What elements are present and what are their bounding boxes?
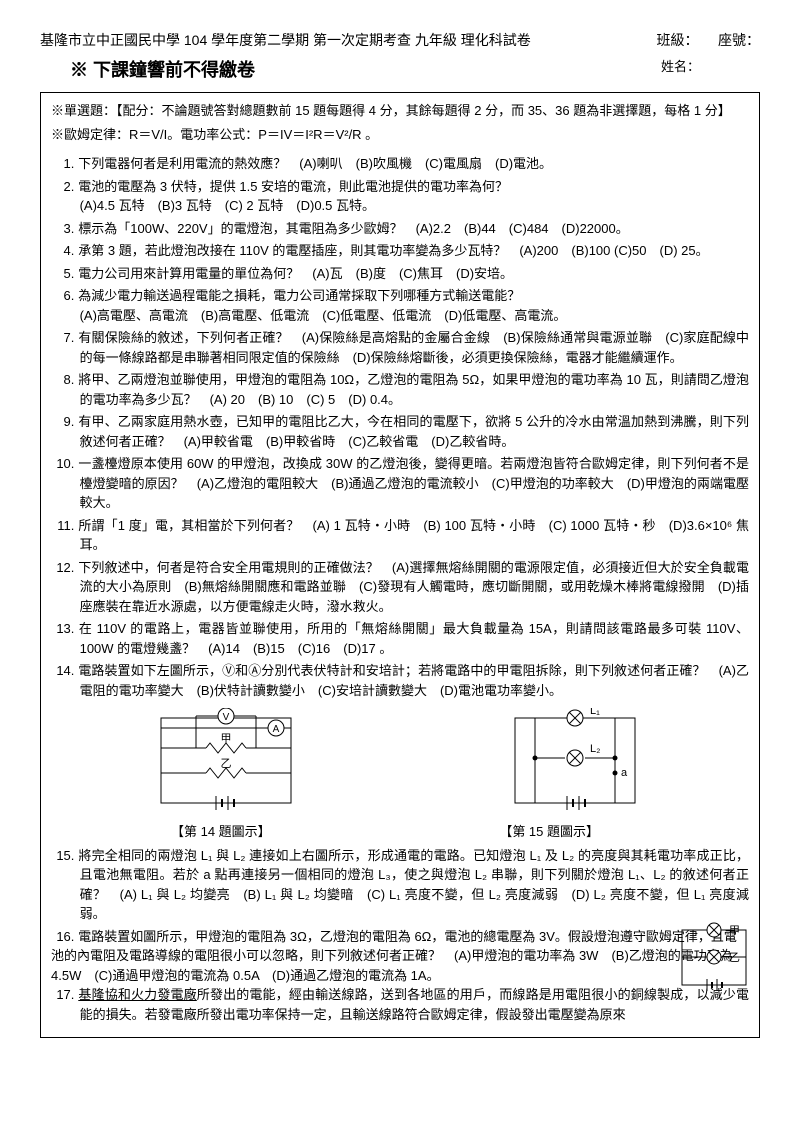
- question-item: 14.電路裝置如下左圖所示，Ⓥ和Ⓐ分別代表伏特計和安培計；若將電路中的甲電阻拆除…: [51, 661, 749, 700]
- question-item: 5.電力公司用來計算用電量的單位為何？ (A)瓦 (B)度 (C)焦耳 (D)安…: [51, 264, 749, 284]
- question-item: 7.有關保險絲的敘述，下列何者正確？ (A)保險絲是高熔點的金屬合金線 (B)保…: [51, 328, 749, 367]
- notice-text: 下課鐘響前不得繳卷: [93, 60, 255, 80]
- caption-row: 【第 14 題圖示】 【第 15 題圖示】: [51, 822, 749, 842]
- q15-caption: 【第 15 題圖示】: [499, 822, 599, 842]
- q14-diagram: A V 甲 乙: [146, 708, 306, 818]
- question-item: 15.將完全相同的兩燈泡 L₁ 與 L₂ 連接如上右圖所示，形成通電的電路。已知…: [51, 846, 749, 924]
- question-item: 2.電池的電壓為 3 伏特，提供 1.5 安培的電流，則此電池提供的電功率為何？…: [51, 177, 749, 216]
- notice-prefix: ※: [70, 60, 88, 80]
- notice-line: ※ 下課鐘響前不得繳卷 姓名：: [70, 57, 760, 84]
- svg-text:甲: 甲: [729, 925, 740, 937]
- svg-text:L₂: L₂: [590, 743, 600, 755]
- question-item: 4.承第 3 題，若此燈泡改接在 110V 的電壓插座，則其電功率變為多少瓦特？…: [51, 241, 749, 261]
- question-item: 13.在 110V 的電路上，電器皆並聯使用，所用的「無熔絲開關」最大負載量為 …: [51, 619, 749, 658]
- formula-note: ※歐姆定律：R＝V/I。電功率公式：P＝IV＝I²R＝V²/R 。: [51, 125, 749, 145]
- question-item: 3.標示為「100W、220V」的電燈泡，其電阻為多少歐姆？ (A)2.2 (B…: [51, 219, 749, 239]
- exam-title: 基隆市立中正國民中學 104 學年度第二學期 第一次定期考查 九年級 理化科試卷: [40, 32, 531, 48]
- name-label: 姓名：: [661, 57, 700, 77]
- svg-text:乙: 乙: [220, 757, 231, 770]
- svg-text:a: a: [621, 767, 628, 779]
- svg-text:乙: 乙: [729, 951, 740, 964]
- svg-text:A: A: [272, 724, 279, 735]
- seat-label: 座號：: [718, 32, 760, 48]
- class-label: 班級：: [657, 32, 699, 48]
- question-item: 10.一盞檯燈原本使用 60W 的甲燈泡，改換成 30W 的乙燈泡後，變得更暗。…: [51, 454, 749, 513]
- diagram-row: A V 甲 乙 L₁: [51, 708, 749, 818]
- question-item: 12.下列敘述中，何者是符合安全用電規則的正確做法？ (A)選擇無熔絲開關的電源…: [51, 558, 749, 617]
- q16-diagram: 甲 乙: [674, 922, 754, 997]
- question-item: 9.有甲、乙兩家庭用熱水壺，已知甲的電阻比乙大，今在相同的電壓下，欲將 5 公升…: [51, 412, 749, 451]
- question-item: 1.下列電器何者是利用電流的熱效應？ (A)喇叭 (B)吹風機 (C)電風扇 (…: [51, 154, 749, 174]
- question-item: 16.電路裝置如圖所示，甲燈泡的電阻為 3Ω，乙燈泡的電阻為 6Ω，電池的總電壓…: [51, 927, 749, 986]
- question-item: 11.所謂「1 度」電，其相當於下列何者？ (A) 1 瓦特‧小時 (B) 10…: [51, 516, 749, 555]
- exam-frame: ※單選題：【配分：不論題號答對總題數前 15 題每題得 4 分，其餘每題得 2 …: [40, 92, 760, 1038]
- question-list: 1.下列電器何者是利用電流的熱效應？ (A)喇叭 (B)吹風機 (C)電風扇 (…: [51, 154, 749, 1024]
- question-item: 8.將甲、乙兩燈泡並聯使用，甲燈泡的電阻為 10Ω，乙燈泡的電阻為 5Ω，如果甲…: [51, 370, 749, 409]
- question-item: 6.為減少電力輸送過程電能之損耗，電力公司通常採取下列哪種方式輸送電能？(A)高…: [51, 286, 749, 325]
- scoring-note: ※單選題：【配分：不論題號答對總題數前 15 題每題得 4 分，其餘每題得 2 …: [51, 101, 749, 121]
- q14-caption: 【第 14 題圖示】: [171, 822, 271, 842]
- svg-text:V: V: [222, 712, 229, 723]
- question-item: 17.基隆協和火力發電廠所發出的電能，經由輸送線路，送到各地區的用戶，而線路是用…: [51, 985, 749, 1024]
- q15-diagram: L₁ L₂ a: [495, 708, 655, 818]
- exam-header: 基隆市立中正國民中學 104 學年度第二學期 第一次定期考查 九年級 理化科試卷…: [40, 30, 760, 51]
- svg-text:L₁: L₁: [590, 708, 600, 717]
- svg-text:甲: 甲: [220, 733, 231, 745]
